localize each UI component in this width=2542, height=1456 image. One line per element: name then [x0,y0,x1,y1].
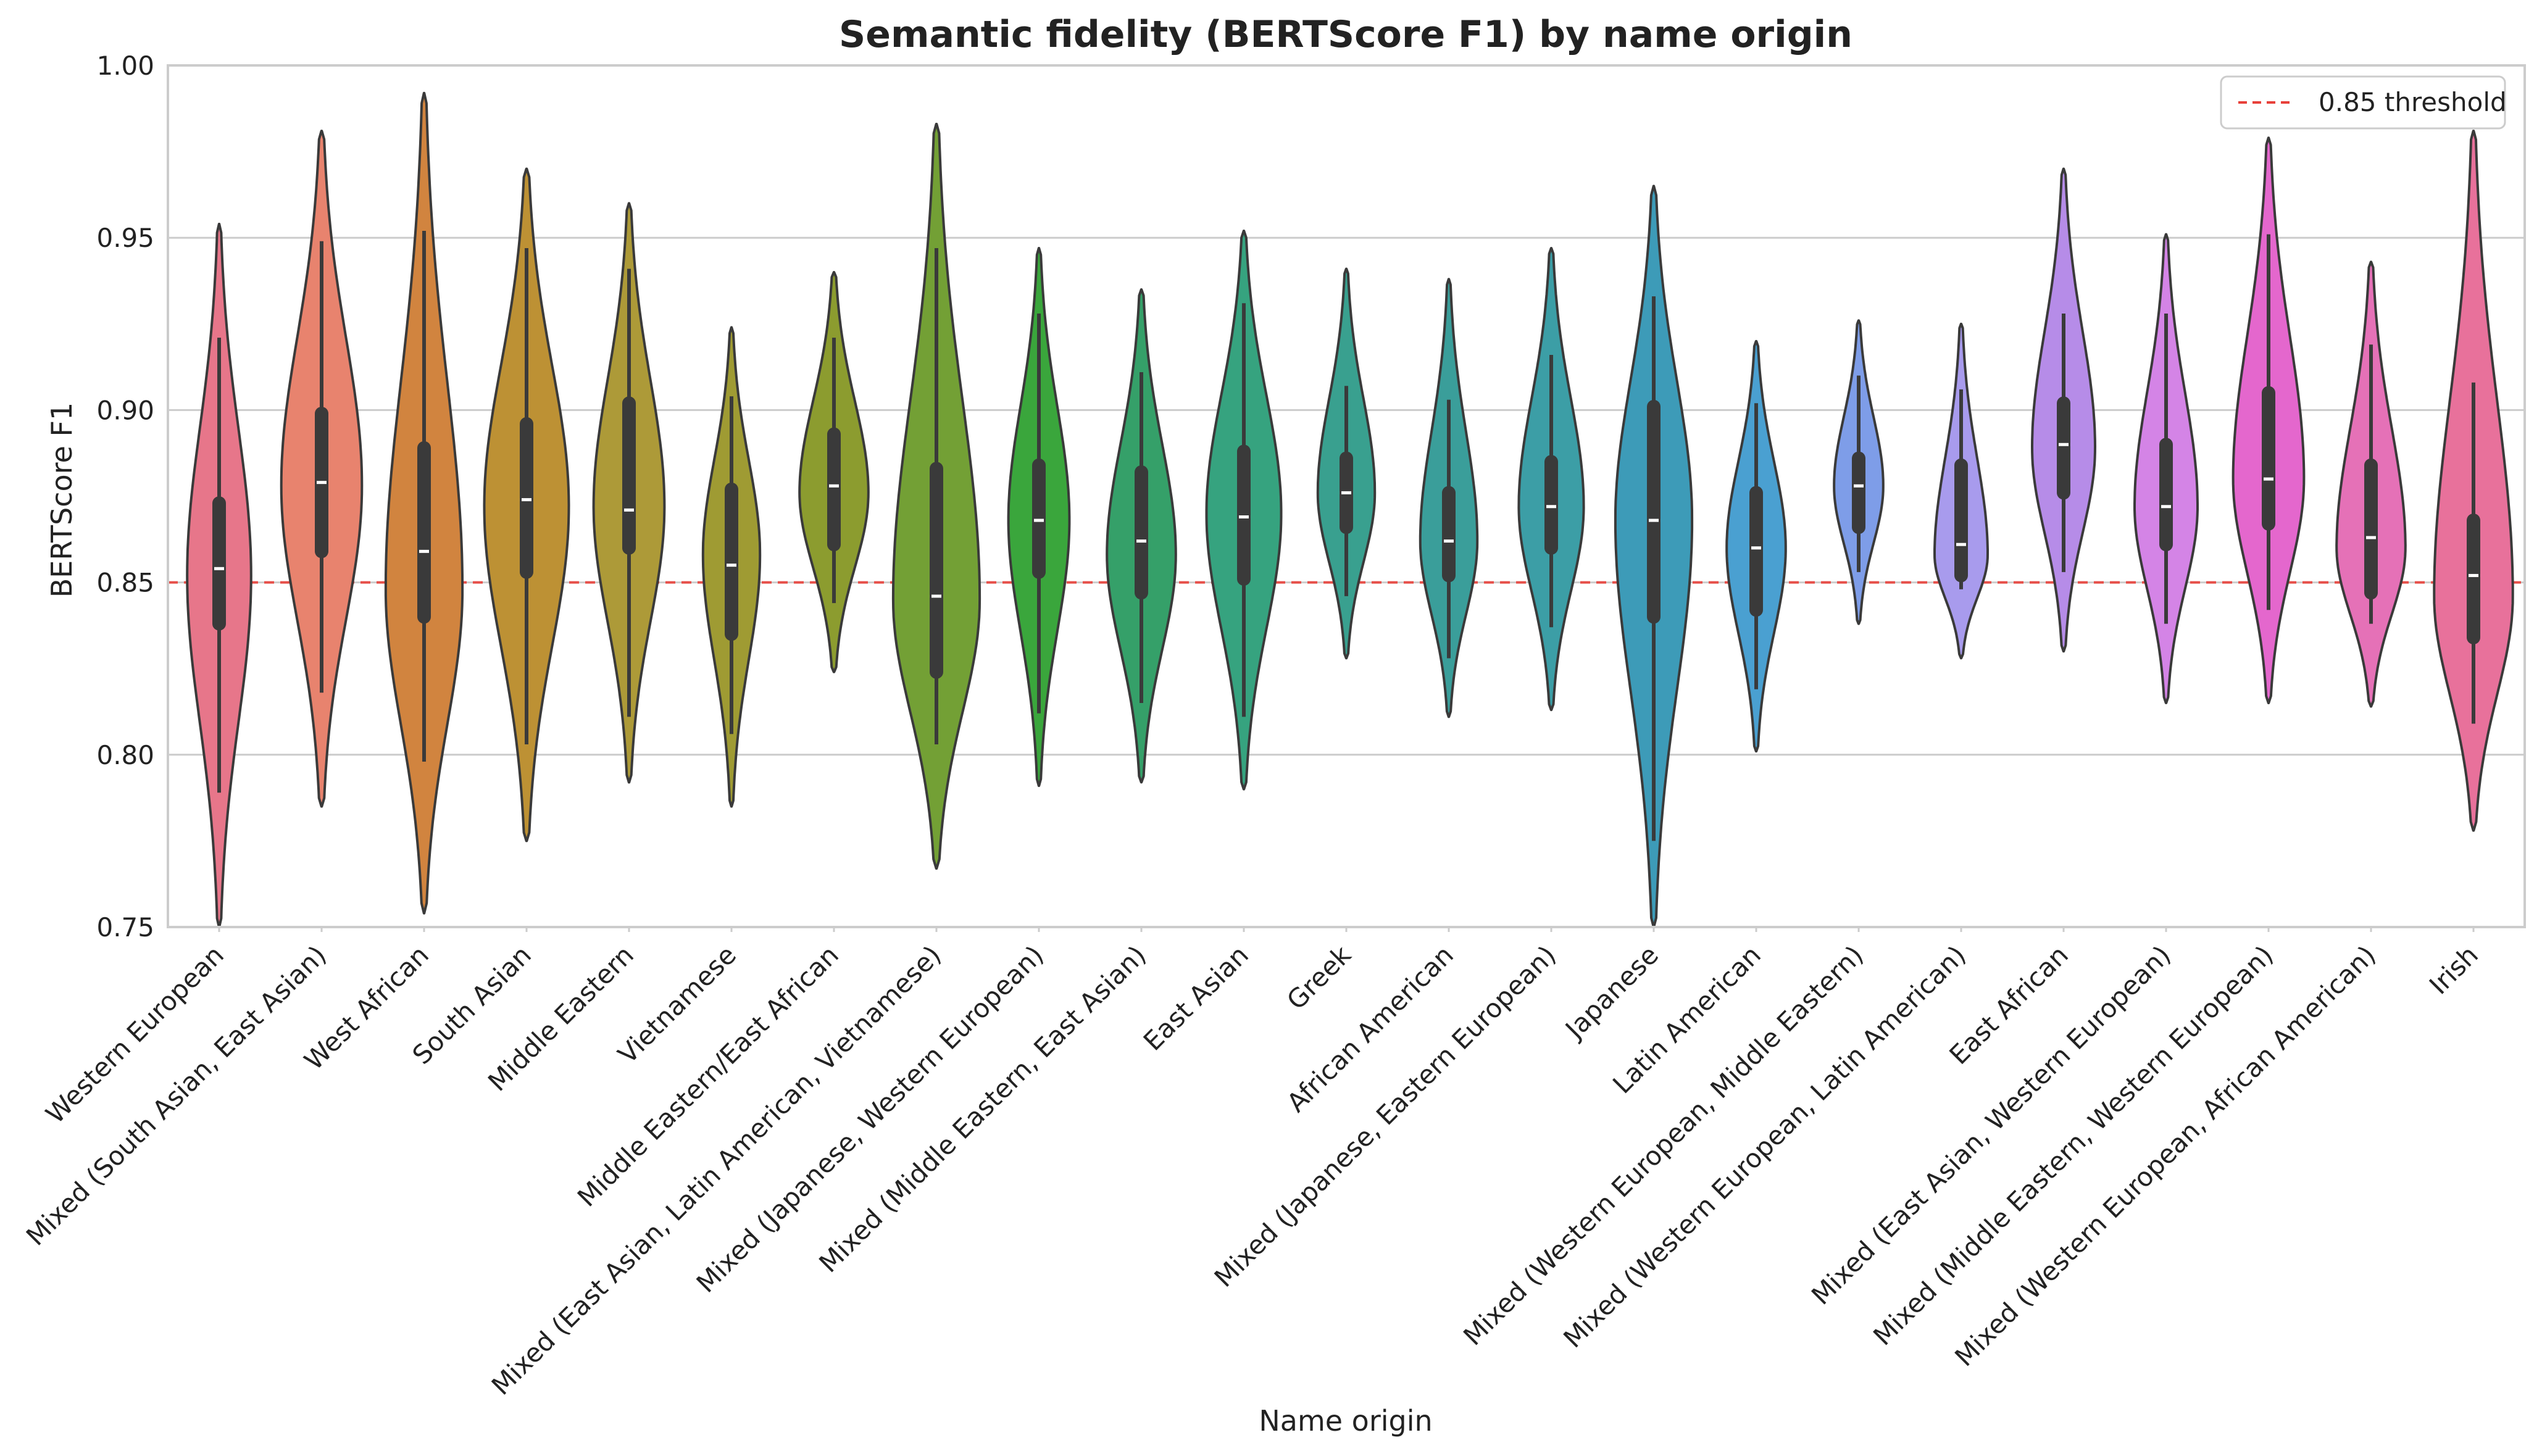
y-axis-label: BERTScore F1 [45,402,78,598]
legend-threshold-label: 0.85 threshold [2319,87,2507,117]
y-tick-labels: 0.75 0.80 0.85 0.90 0.95 1.00 [96,51,154,942]
violin-layer [186,91,2514,928]
legend-box [2220,75,2506,130]
x-axis-label: Name origin [1259,1404,1432,1437]
y-tick-label: 0.90 [96,395,154,425]
y-tick-label: 0.85 [96,568,154,598]
y-tick-label: 1.00 [96,51,154,81]
y-tick-label: 0.80 [96,740,154,770]
y-tick-label: 0.75 [96,912,154,942]
chart-title: Semantic fidelity (BERTScore F1) by name… [839,13,1852,56]
legend: 0.85 threshold [2220,75,2507,130]
y-tick-label: 0.95 [96,223,154,253]
